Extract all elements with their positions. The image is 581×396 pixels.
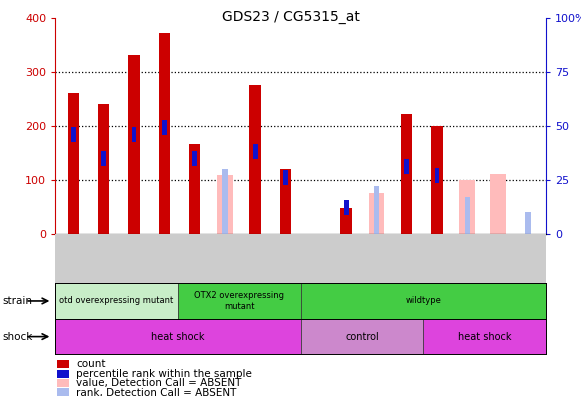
Bar <box>162 120 167 135</box>
Bar <box>253 144 257 159</box>
Text: otd overexpressing mutant: otd overexpressing mutant <box>59 297 174 305</box>
Text: control: control <box>345 331 379 342</box>
Text: heat shock: heat shock <box>458 331 511 342</box>
Bar <box>374 186 379 234</box>
Bar <box>189 143 200 234</box>
Bar <box>58 379 69 387</box>
Text: OTX2 overexpressing
mutant: OTX2 overexpressing mutant <box>194 291 284 310</box>
Bar <box>192 150 197 166</box>
Bar <box>431 126 443 234</box>
Bar <box>460 180 475 234</box>
Bar <box>249 85 261 234</box>
Bar <box>159 33 170 234</box>
Bar <box>55 319 301 354</box>
Bar <box>101 150 106 166</box>
Bar <box>368 192 384 234</box>
Bar <box>404 159 409 174</box>
Bar <box>465 197 470 234</box>
Bar <box>128 55 140 234</box>
Bar <box>490 174 505 234</box>
Bar <box>401 114 413 234</box>
Bar <box>58 369 69 378</box>
Bar <box>280 169 291 234</box>
Text: GDS23 / CG5315_at: GDS23 / CG5315_at <box>221 10 360 24</box>
Bar <box>58 360 69 369</box>
Bar <box>217 175 233 234</box>
Text: heat shock: heat shock <box>151 331 205 342</box>
Text: percentile rank within the sample: percentile rank within the sample <box>76 369 252 379</box>
Text: count: count <box>76 359 106 369</box>
Bar <box>98 104 109 234</box>
Bar <box>525 212 530 234</box>
Text: shock: shock <box>3 331 33 342</box>
Text: rank, Detection Call = ABSENT: rank, Detection Call = ABSENT <box>76 388 236 396</box>
Bar <box>344 200 349 215</box>
Bar <box>283 170 288 185</box>
Bar <box>424 319 546 354</box>
Bar <box>58 388 69 396</box>
Bar <box>435 168 439 183</box>
Bar <box>71 127 76 142</box>
Bar <box>340 208 352 234</box>
Text: wildtype: wildtype <box>406 297 442 305</box>
Bar <box>67 93 79 234</box>
Text: value, Detection Call = ABSENT: value, Detection Call = ABSENT <box>76 378 242 388</box>
Bar <box>222 169 228 234</box>
Bar <box>178 283 301 319</box>
Bar <box>301 283 546 319</box>
Bar <box>301 319 424 354</box>
Text: strain: strain <box>3 296 33 306</box>
Bar <box>131 127 137 142</box>
Bar <box>55 283 178 319</box>
